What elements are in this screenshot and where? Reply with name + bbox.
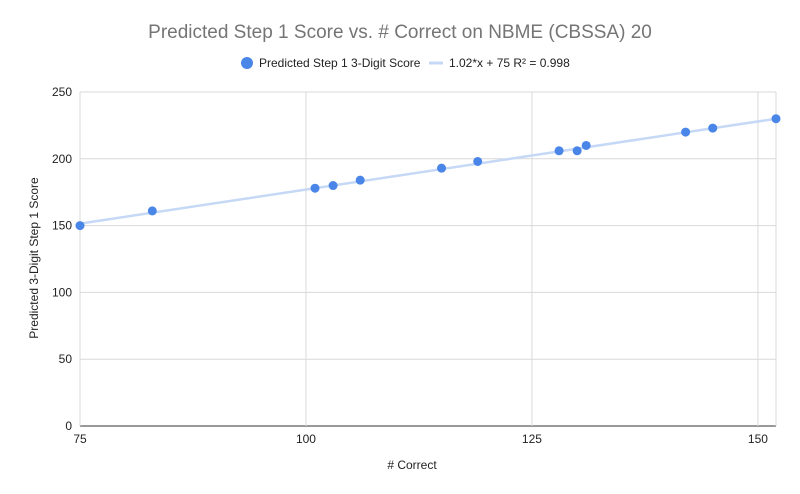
data-point [310, 183, 320, 193]
legend-marker-series [241, 57, 253, 69]
y-tick-label: 150 [52, 219, 72, 233]
gridlines [79, 91, 777, 427]
x-axis-label: # Correct [387, 458, 437, 472]
data-point [581, 140, 591, 150]
x-axis-ticks: 75 100 125 150 [73, 432, 768, 446]
y-tick-label: 100 [52, 285, 72, 299]
data-point [437, 163, 447, 173]
trendline-layer [78, 117, 778, 225]
data-point [473, 156, 483, 166]
y-axis-label: Predicted 3-Digit Step 1 Score [27, 177, 41, 339]
y-tick-label: 200 [52, 152, 72, 166]
data-point [708, 123, 718, 133]
trendline [78, 117, 778, 225]
data-point [75, 221, 85, 231]
legend-label-trendline: 1.02*x + 75 R² = 0.998 [449, 56, 570, 70]
x-tick-label: 150 [748, 432, 768, 446]
data-point [681, 127, 691, 137]
legend-label-series: Predicted Step 1 3-Digit Score [259, 56, 421, 70]
data-point [554, 146, 564, 156]
legend: Predicted Step 1 3-Digit Score 1.02*x + … [241, 56, 570, 70]
x-tick-label: 125 [522, 432, 542, 446]
y-tick-label: 250 [52, 85, 72, 99]
chart-title: Predicted Step 1 Score vs. # Correct on … [148, 22, 652, 43]
y-tick-label: 0 [65, 419, 72, 433]
data-point [328, 181, 338, 191]
x-tick-label: 75 [73, 432, 87, 446]
y-tick-label: 50 [59, 352, 73, 366]
data-point [771, 114, 781, 124]
data-points [75, 114, 781, 231]
data-point [572, 146, 582, 156]
data-point [147, 206, 157, 216]
data-point [355, 175, 365, 185]
x-tick-label: 100 [296, 432, 316, 446]
y-axis-ticks: 0 50 100 150 200 250 [52, 85, 72, 433]
